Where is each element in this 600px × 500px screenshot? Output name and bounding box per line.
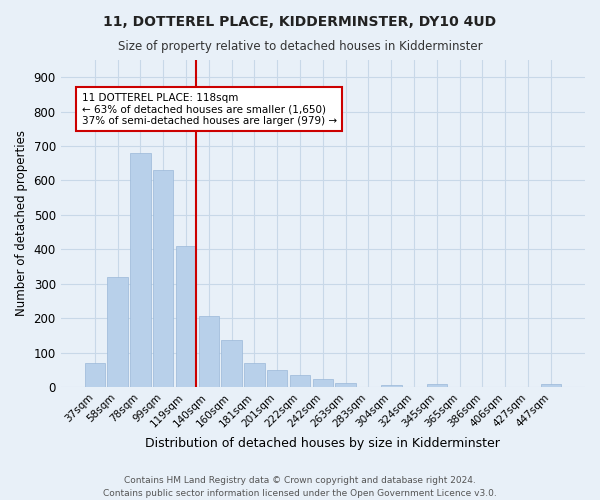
Bar (130, 153, 151, 387)
Bar (199, 316, 219, 387)
Bar (153, 170, 173, 387)
Bar (176, 246, 196, 387)
Bar (244, 363, 265, 387)
Bar (107, 277, 128, 387)
Bar (541, 384, 561, 387)
Bar (290, 375, 310, 387)
Bar (335, 383, 356, 387)
Bar (267, 370, 287, 387)
Text: Size of property relative to detached houses in Kidderminster: Size of property relative to detached ho… (118, 40, 482, 53)
Text: 11, DOTTEREL PLACE, KIDDERMINSTER, DY10 4UD: 11, DOTTEREL PLACE, KIDDERMINSTER, DY10 … (103, 15, 497, 29)
Y-axis label: Number of detached properties: Number of detached properties (15, 130, 28, 316)
Bar (427, 384, 447, 387)
Bar (313, 380, 333, 387)
Text: 11 DOTTEREL PLACE: 118sqm
← 63% of detached houses are smaller (1,650)
37% of se: 11 DOTTEREL PLACE: 118sqm ← 63% of detac… (82, 92, 337, 126)
Bar (221, 340, 242, 387)
Bar (381, 385, 401, 387)
X-axis label: Distribution of detached houses by size in Kidderminster: Distribution of detached houses by size … (145, 437, 500, 450)
Text: Contains HM Land Registry data © Crown copyright and database right 2024.
Contai: Contains HM Land Registry data © Crown c… (103, 476, 497, 498)
Bar (85, 363, 105, 387)
